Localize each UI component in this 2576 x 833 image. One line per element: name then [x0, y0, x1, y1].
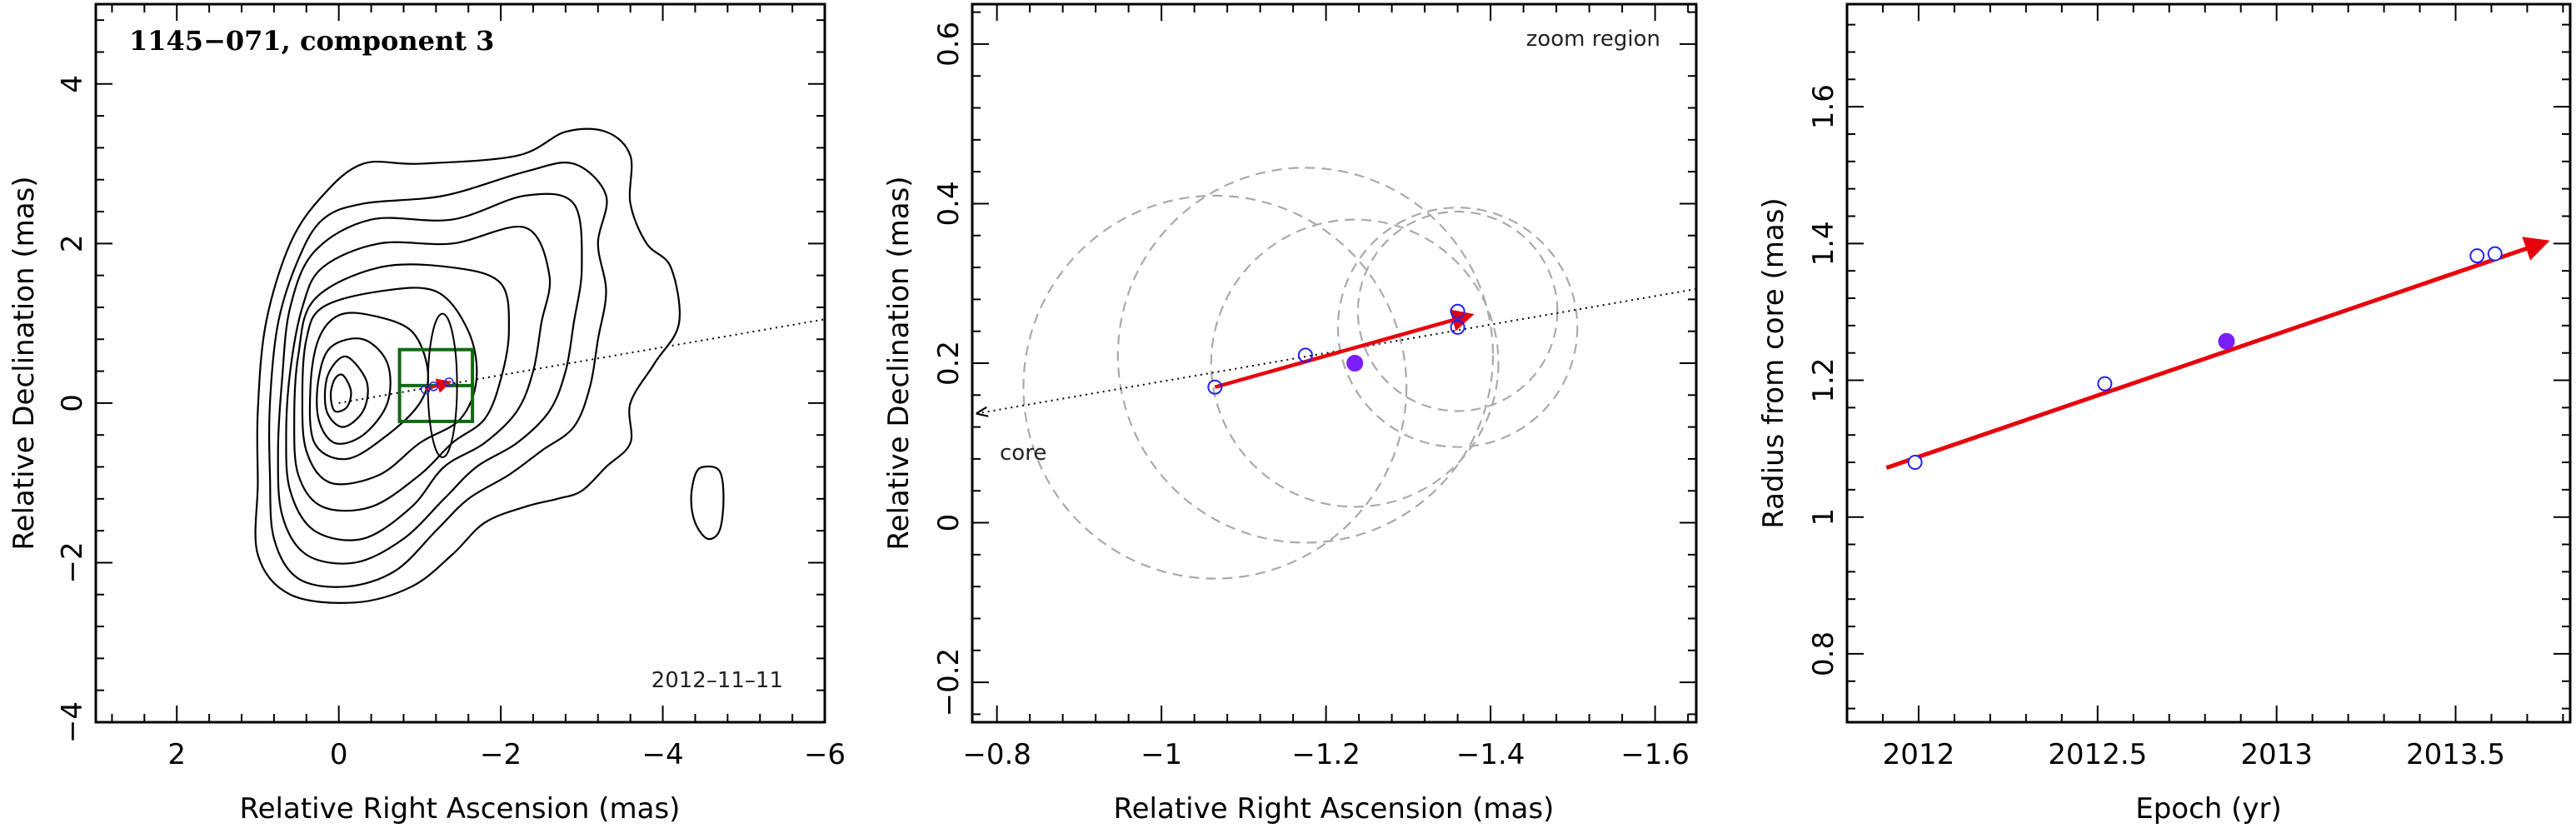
radius-epoch-ylabel: Radius from core (mas): [1757, 197, 1790, 528]
x-tick-label: 2013: [2240, 738, 2313, 771]
radius-epoch-content: [1885, 237, 2550, 471]
position-point-5: [1450, 319, 1465, 335]
position-point-1: [1207, 379, 1223, 395]
contour-level-10: [329, 373, 352, 413]
radius-epoch-tick-labels: 2012 2012.5 2013 2013.5 0.8 1 1.2 1.4 1.6: [1807, 84, 2505, 771]
x-tick-label: 2: [167, 738, 186, 771]
x-tick-label: −4: [642, 738, 683, 771]
contour-map-frame: [94, 2, 826, 724]
y-tick-label: 1.6: [1807, 84, 1840, 129]
zoom-region-tick-labels: −0.8 −1 −1.2 −1.4 −1.6 −0.2 0 0.2 0.4 0.6: [932, 22, 1690, 771]
motion-arrow: [1214, 309, 1475, 389]
contour-map-xlabel: Relative Right Ascension (mas): [240, 792, 681, 826]
y-tick-label: 0: [932, 514, 966, 532]
contour-level-6: [301, 287, 478, 486]
x-tick-label: −6: [804, 738, 846, 771]
y-tick-label: −0.2: [932, 648, 966, 717]
component-size-circle-2: [1116, 167, 1495, 544]
radius-point-5: [2487, 246, 2503, 262]
x-tick-label: 2012.5: [2048, 738, 2147, 771]
core-label: core: [1000, 441, 1046, 466]
epoch-annotation: 2012–11–11: [651, 668, 783, 693]
x-tick-label: −0.8: [962, 738, 1031, 771]
radius-epoch-xlabel: Epoch (yr): [2135, 792, 2282, 826]
contour-map-title: 1145−071, component 3: [129, 25, 494, 57]
y-tick-label: −4: [56, 701, 89, 743]
contour-level-1: [254, 127, 681, 604]
y-tick-label: 1.4: [1807, 221, 1840, 266]
position-point-2: [1297, 347, 1313, 363]
x-tick-label: −2: [480, 738, 522, 771]
y-tick-label: 1.2: [1807, 357, 1840, 402]
radius-point-3: [2218, 332, 2235, 350]
radius-epoch-ticks: [1846, 4, 2570, 722]
zoom-region-ticks: [972, 4, 1696, 722]
component-size-circle-1: [1022, 194, 1408, 580]
contour-map-tick-labels: 2 0 −2 −4 −6 −4 −2 0 2 4: [56, 75, 846, 771]
contour-map-ticks: [96, 4, 826, 723]
radius-epoch-frame: [1845, 2, 2572, 724]
y-tick-label: 0.6: [932, 22, 966, 67]
x-tick-label: 2012: [1883, 738, 1955, 771]
y-tick-label: 4: [56, 75, 89, 93]
component-position-marker: [444, 377, 454, 387]
y-tick-label: 0.8: [1807, 631, 1840, 676]
zoom-region-panel: −0.8 −1 −1.2 −1.4 −1.6 −0.2 0 0.2 0.4 0.6 zoom re…: [882, 2, 1698, 826]
contour-level-9: [323, 355, 369, 428]
contour-level-11: [690, 465, 725, 541]
contour-level-2: [267, 162, 608, 588]
x-tick-label: 0: [330, 738, 348, 771]
component-size-circle-3: [1210, 218, 1500, 508]
radius-epoch-panel: 2012 2012.5 2013 2013.5 0.8 1 1.2 1.4 1.6 Epoch …: [1757, 2, 2572, 826]
contour-level-4: [285, 225, 552, 541]
contour-level-3: [277, 192, 583, 565]
zoom-region-ylabel: Relative Declination (mas): [882, 176, 916, 550]
y-tick-label: 0: [56, 394, 89, 412]
x-tick-label: −1: [1141, 738, 1182, 771]
component-size-circle-4: [1356, 210, 1559, 412]
zoom-region-annotation: zoom region: [1526, 27, 1660, 52]
radius-point-1: [1907, 455, 1923, 471]
contour-level-5: [293, 263, 511, 512]
radius-point-4: [2469, 248, 2485, 264]
zoom-region-content: [977, 167, 1696, 580]
x-tick-label: −1.4: [1456, 738, 1525, 771]
fit-line: [1885, 237, 2550, 470]
y-tick-label: 0.2: [932, 341, 966, 386]
y-tick-label: 2: [56, 235, 89, 253]
y-tick-label: −2: [56, 541, 89, 583]
y-tick-label: 0.4: [932, 181, 966, 226]
component-position-marker: [420, 384, 431, 395]
contour-map-panel: 2 0 −2 −4 −6 −4 −2 0 2 4 1145−071, component 3 20…: [7, 2, 846, 826]
x-tick-label: 2013.5: [2406, 738, 2505, 771]
contour-level-8: [316, 337, 392, 445]
position-point-3: [1346, 355, 1364, 372]
zoom-region-xlabel: Relative Right Ascension (mas): [1114, 792, 1555, 826]
radius-point-2: [2097, 376, 2113, 392]
component-position-marker: [428, 382, 439, 392]
y-tick-label: 1: [1807, 508, 1840, 526]
contour-map-content: [254, 127, 825, 604]
x-tick-label: −1.6: [1620, 738, 1690, 771]
contour-level-7: [308, 312, 430, 461]
core-direction-line: [338, 318, 825, 404]
contour-map-ylabel: Relative Declination (mas): [7, 176, 41, 550]
zoom-region-frame: [971, 2, 1698, 724]
position-point-4: [1450, 303, 1465, 319]
x-tick-label: −1.2: [1291, 738, 1360, 771]
component-size-circle-5: [1336, 207, 1579, 448]
core-direction-line: [977, 287, 1696, 413]
